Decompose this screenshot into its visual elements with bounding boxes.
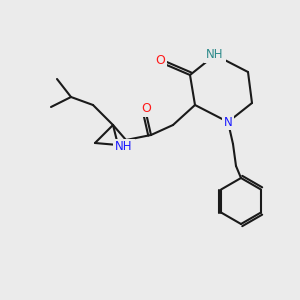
Text: O: O [155, 55, 165, 68]
Text: O: O [141, 103, 151, 116]
Text: N: N [224, 116, 232, 128]
Text: NH: NH [206, 49, 224, 62]
Text: NH: NH [115, 140, 133, 154]
